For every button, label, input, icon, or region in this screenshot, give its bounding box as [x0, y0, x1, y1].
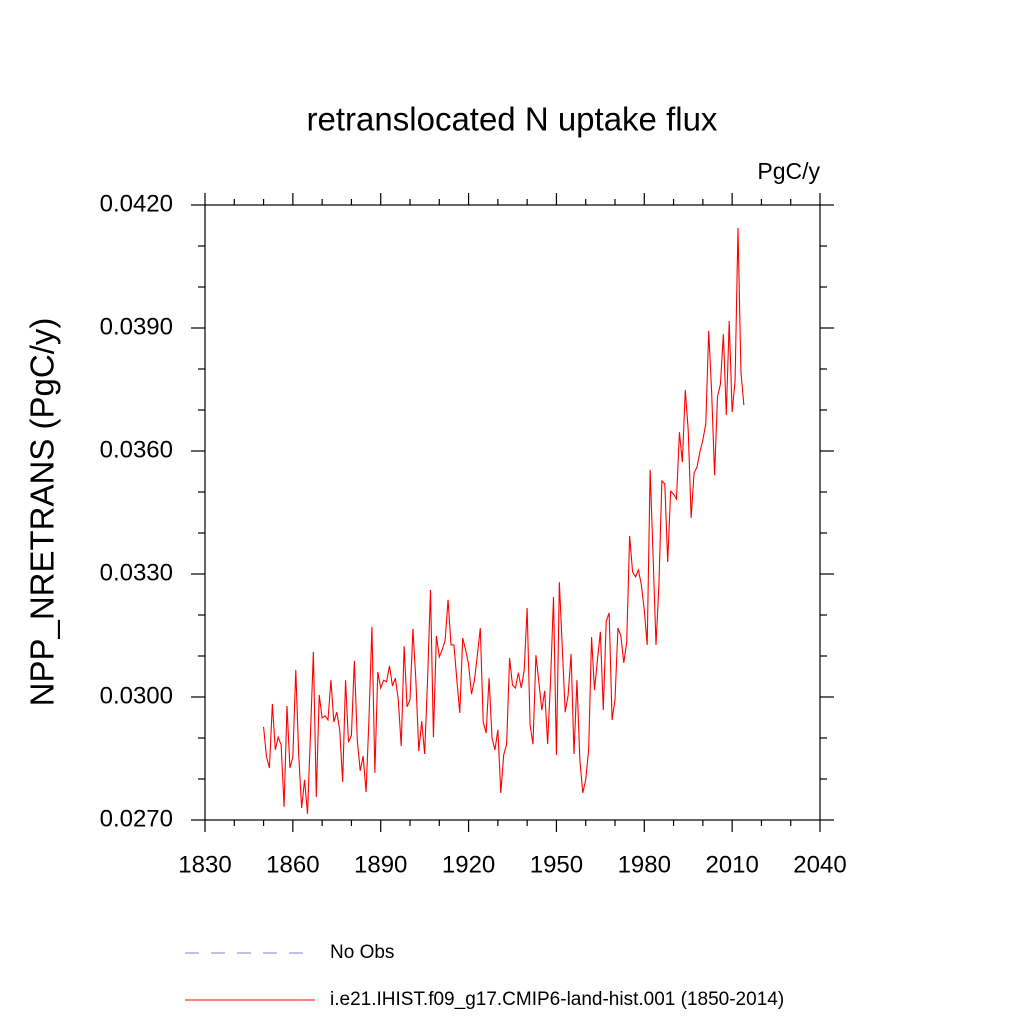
y-tick-label: 0.0360: [100, 436, 173, 463]
x-tick-label: 1890: [354, 851, 407, 878]
units-label: PgC/y: [757, 158, 820, 184]
x-tick-label: 1980: [618, 851, 671, 878]
data-line: [263, 227, 745, 814]
x-tick-label: 1920: [442, 851, 495, 878]
y-tick-label: 0.0390: [100, 313, 173, 340]
y-tick-label: 0.0420: [100, 190, 173, 217]
y-axis-label: NPP_NRETRANS (PgC/y): [24, 318, 61, 707]
chart-title: retranslocated N uptake flux: [307, 101, 718, 138]
x-tick-label: 2040: [793, 851, 846, 878]
x-tick-label: 1830: [178, 851, 231, 878]
y-tick-label: 0.0330: [100, 559, 173, 586]
legend-label: No Obs: [330, 942, 394, 963]
x-tick-label: 2010: [705, 851, 758, 878]
x-tick-label: 1950: [530, 851, 583, 878]
y-tick-label: 0.0270: [100, 805, 173, 832]
plot-frame: [204, 204, 821, 821]
y-tick-label: 0.0300: [100, 682, 173, 709]
legend-label: i.e21.IHIST.f09_g17.CMIP6-land-hist.001 …: [330, 989, 784, 1010]
x-tick-label: 1860: [266, 851, 319, 878]
